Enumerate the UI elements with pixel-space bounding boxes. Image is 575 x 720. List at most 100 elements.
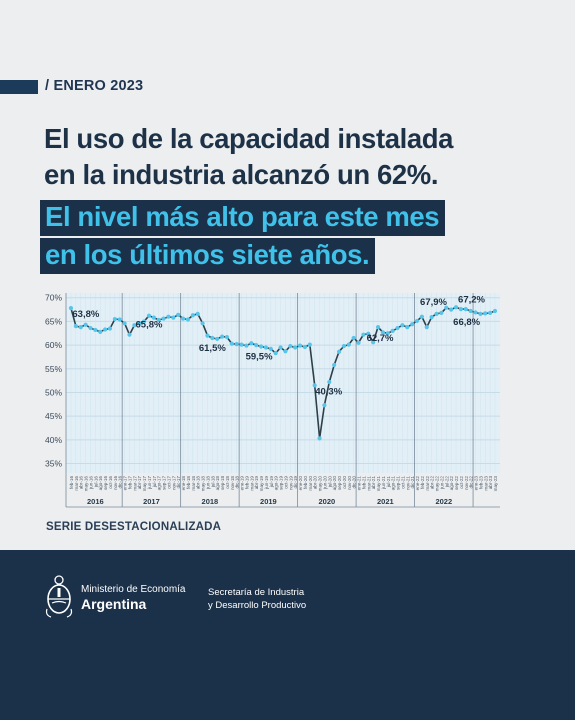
data-point [176,312,181,317]
x-tick-label: jun-16 [88,476,93,490]
y-tick-label: 70% [45,293,62,303]
data-point [215,336,220,342]
plot-area [66,293,500,473]
data-point [488,310,493,315]
x-tick-label: nov-16 [113,476,118,490]
data-point [263,345,269,350]
data-point [142,319,147,324]
x-tick-label: sep-21 [396,476,401,490]
headline: El uso de la capacidad instalada en la i… [44,121,453,193]
data-point [93,327,98,333]
data-point [380,330,386,335]
x-tick-label: abr-23 [488,476,493,490]
data-point [429,315,434,320]
x-tick-label: jun-19 [264,476,269,490]
data-point [317,436,322,441]
data-point [83,322,88,327]
data-point [210,335,215,341]
x-tick-label: dic-16 [118,476,123,489]
x-tick-label: feb-22 [420,476,425,489]
data-point [229,341,234,346]
x-tick-label: jun-17 [147,476,152,490]
x-tick-label: abr-16 [79,476,84,490]
data-point [297,343,303,348]
x-tick-label: jul-19 [269,476,274,489]
x-tick-label: may-17 [142,476,147,492]
x-tick-label: ago-21 [391,476,396,491]
data-point [68,306,74,311]
x-tick-label: sep-22 [454,476,459,490]
data-point [449,307,454,312]
x-tick-label: ago-22 [449,476,454,491]
data-point [166,314,171,319]
data-point [180,316,186,321]
dateline: / ENERO 2023 [0,78,300,96]
data-point [371,340,376,345]
x-tick-label: abr-17 [137,476,142,490]
data-label: 61,5% [199,343,226,354]
x-tick-label: ene-22 [415,476,420,491]
headline-line-1: El uso de la capacidad instalada [44,123,454,154]
highlight-line-1: El nivel más alto para este mes [40,200,446,236]
data-label: 67,9% [420,297,447,308]
data-point [88,325,93,331]
x-tick-label: feb-23 [478,476,483,489]
data-point [98,329,103,334]
y-tick-label: 35% [45,459,62,469]
data-point [78,325,83,330]
data-point [458,307,463,312]
data-label: 59,5% [246,352,273,363]
data-point [200,321,205,326]
data-point [190,313,195,318]
data-point [483,311,488,316]
x-tick-label: oct-16 [108,476,113,489]
x-tick-label: nov-18 [230,476,235,490]
data-point [185,317,191,322]
footer: Ministerio de Economía Argentina Secreta… [0,550,575,720]
data-point [307,342,312,347]
y-tick-label: 60% [45,340,62,350]
y-tick-label: 40% [45,435,62,445]
x-tick-label: may-19 [259,476,264,492]
x-tick-label: oct-21 [400,476,405,489]
data-point [273,351,278,356]
x-tick-label: mar-16 [74,476,79,491]
year-label: 2017 [143,497,160,506]
data-point [424,325,429,330]
x-tick-label: may-16 [84,476,89,492]
x-tick-label: dic-18 [235,476,240,489]
x-tick-label: may-18 [201,476,206,492]
data-point [405,325,410,330]
data-point [434,311,439,316]
x-tick-label: oct-17 [166,476,171,489]
data-point [127,332,132,337]
x-tick-label: ene-20 [298,476,303,491]
x-tick-label: dic-21 [410,476,415,489]
x-tick-label: ene-21 [357,476,362,491]
data-label: 63,8% [72,309,99,320]
data-label: 40,3% [315,386,342,397]
headline-line-2: en la industria alcanzó un 62%. [44,159,439,190]
data-point [224,334,230,340]
data-label: 66,8% [453,317,480,328]
data-point [361,332,366,337]
data-point [390,328,395,333]
x-tick-label: ago-17 [157,476,162,491]
data-point [375,325,381,330]
x-tick-label: jul-22 [444,476,449,489]
x-tick-label: dic-22 [469,476,474,489]
x-tick-label: jul-17 [152,476,157,489]
data-point [346,342,351,347]
x-tick-label: sep-18 [220,476,225,490]
x-tick-label: may-21 [376,476,381,492]
x-tick-label: ene-23 [474,476,479,491]
data-point [395,325,400,331]
data-label: 62,7% [367,333,394,344]
x-tick-label: ene-19 [240,476,245,491]
data-point [205,333,210,338]
data-point [112,316,117,322]
data-point [239,342,244,347]
x-tick-label: dic-19 [293,476,298,489]
x-tick-label: mar-21 [366,476,371,491]
data-point [195,311,200,316]
